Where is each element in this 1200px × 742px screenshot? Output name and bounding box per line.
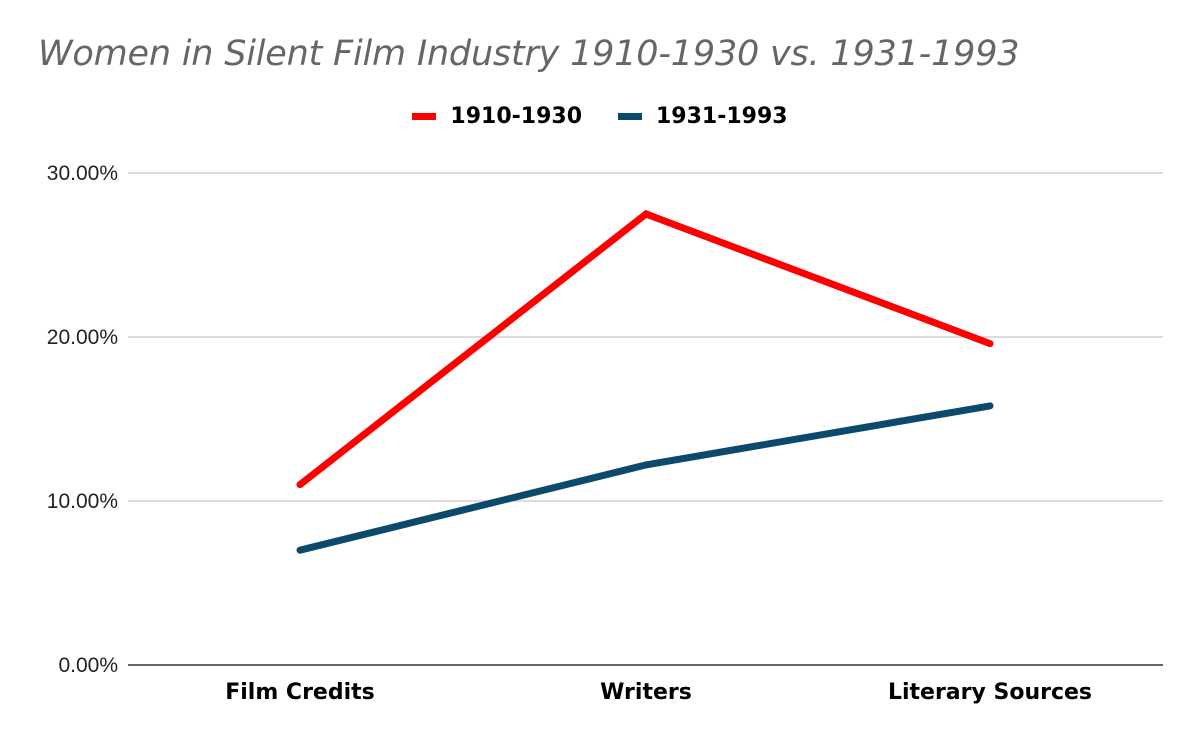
- legend-label-series-1: 1910-1930: [450, 104, 582, 129]
- data-point-series-2: [986, 402, 994, 410]
- y-tick-label: 0.00%: [58, 654, 118, 677]
- x-tick-label: Writers: [600, 680, 692, 705]
- legend-item-series-2: 1931-1993: [618, 104, 788, 129]
- chart-title: Women in Silent Film Industry 1910-1930 …: [38, 34, 1020, 74]
- data-point-series-1: [642, 210, 650, 218]
- y-tick-label: 30.00%: [47, 162, 118, 185]
- data-point-series-2: [642, 461, 650, 469]
- legend-swatch-series-1: [412, 113, 437, 120]
- data-point-series-1: [986, 340, 994, 348]
- legend-swatch-series-2: [618, 113, 642, 120]
- legend-item-series-1: 1910-1930: [412, 104, 582, 129]
- x-tick-label: Film Credits: [225, 680, 375, 705]
- chart-legend: 1910-1930 1931-1993: [0, 104, 1200, 129]
- data-point-series-1: [296, 481, 304, 489]
- y-tick-label: 20.00%: [47, 326, 118, 349]
- x-tick-label: Literary Sources: [888, 680, 1092, 705]
- data-point-series-2: [296, 546, 304, 554]
- series-line-2: [299, 402, 991, 554]
- y-tick-label: 10.00%: [47, 490, 118, 513]
- legend-label-series-2: 1931-1993: [656, 104, 788, 129]
- series-line-1: [297, 210, 992, 488]
